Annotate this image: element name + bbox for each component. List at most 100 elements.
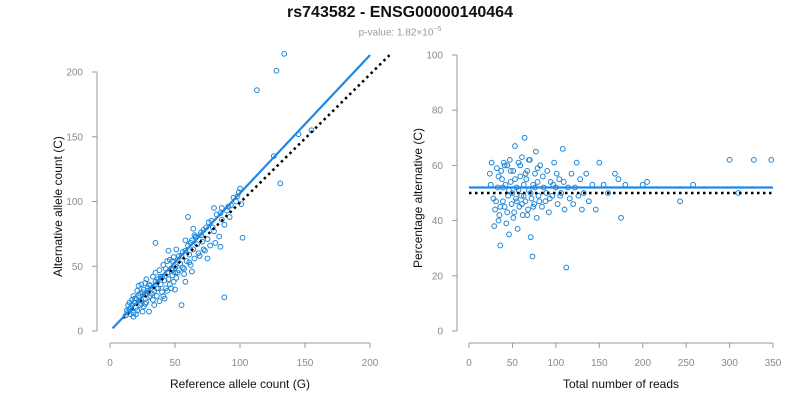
- data-point: [152, 240, 159, 246]
- data-point: [499, 176, 505, 183]
- y-tick-label: 150: [66, 132, 83, 143]
- data-point: [138, 281, 145, 288]
- x-tick-label: 150: [297, 358, 314, 369]
- data-point: [573, 159, 580, 166]
- data-point: [514, 225, 521, 232]
- right-panel: 0 50 100 150 200 250 300 350 0 20 40 60 80 100 Total n…: [411, 51, 782, 392]
- data-point: [513, 195, 519, 202]
- data-point: [596, 159, 603, 166]
- data-point: [493, 198, 499, 205]
- data-point: [612, 170, 618, 177]
- data-point: [539, 203, 545, 210]
- data-point: [191, 255, 198, 262]
- data-point: [501, 162, 508, 169]
- x-tick-label: 200: [362, 358, 379, 369]
- data-point: [150, 273, 156, 280]
- data-point: [534, 179, 541, 185]
- data-point: [512, 176, 518, 183]
- data-point: [529, 253, 536, 260]
- data-point: [522, 170, 529, 177]
- data-point: [497, 203, 504, 210]
- data-point: [182, 278, 189, 285]
- data-point: [644, 179, 650, 185]
- data-point: [513, 198, 520, 205]
- data-point: [218, 205, 225, 211]
- data-point: [181, 271, 188, 277]
- x-tick-label: 50: [169, 358, 181, 369]
- data-point: [583, 170, 590, 177]
- data-point: [551, 159, 558, 166]
- data-point: [495, 217, 502, 224]
- data-point: [134, 307, 141, 314]
- data-point: [164, 287, 171, 294]
- data-point: [677, 198, 683, 205]
- data-point: [207, 242, 214, 249]
- data-point: [531, 201, 538, 207]
- data-point: [164, 258, 171, 264]
- data-point: [143, 299, 150, 306]
- data-point: [151, 302, 158, 309]
- y-tick-label: 60: [432, 161, 444, 172]
- data-point: [512, 143, 518, 149]
- data-point: [605, 190, 611, 196]
- x-tick-label: 0: [466, 358, 472, 369]
- fit-line: [111, 54, 371, 330]
- data-point: [254, 87, 260, 94]
- data-point: [768, 156, 775, 163]
- data-point: [517, 173, 524, 180]
- x-tick-label: 300: [721, 358, 738, 369]
- data-point: [508, 201, 515, 207]
- chart-title: rs743582 - ENSG00000140464: [287, 4, 513, 21]
- data-point: [139, 308, 146, 315]
- data-point: [511, 209, 518, 216]
- data-point: [234, 193, 241, 200]
- data-point: [221, 221, 228, 228]
- data-point: [521, 134, 528, 141]
- data-point: [226, 214, 233, 220]
- data-point: [147, 293, 154, 299]
- data-point: [507, 168, 514, 174]
- data-point: [277, 180, 284, 187]
- y-tick-label: 200: [66, 68, 83, 79]
- data-point: [570, 201, 577, 207]
- x-axis-label: Total number of reads: [563, 377, 679, 391]
- data-point: [525, 206, 531, 213]
- x-tick-label: 100: [232, 358, 249, 369]
- x-tick-label: 0: [107, 358, 113, 369]
- data-point: [592, 206, 599, 213]
- data-point: [499, 198, 506, 205]
- data-point: [178, 252, 185, 259]
- x-tick-label: 150: [591, 358, 608, 369]
- data-point: [504, 209, 511, 216]
- data-point: [560, 179, 567, 185]
- data-point: [530, 203, 537, 210]
- data-point: [190, 225, 197, 232]
- data-point: [218, 216, 225, 223]
- data-point: [532, 148, 539, 155]
- y-tick-label: 20: [432, 271, 444, 282]
- data-point: [556, 176, 563, 183]
- data-point: [174, 269, 181, 276]
- data-point: [579, 206, 585, 213]
- y-tick-label: 100: [66, 197, 83, 208]
- data-point: [174, 256, 181, 263]
- data-point: [202, 247, 208, 254]
- data-point: [535, 192, 542, 199]
- data-point: [495, 173, 502, 180]
- data-point: [496, 212, 503, 218]
- data-point: [533, 214, 540, 221]
- data-point: [585, 198, 592, 205]
- y-axis-label: Percentage alternative (C): [411, 128, 425, 268]
- data-point: [134, 287, 141, 294]
- x-tick-label: 200: [634, 358, 651, 369]
- data-point: [554, 201, 561, 207]
- data-point: [133, 311, 139, 318]
- data-point: [563, 264, 570, 271]
- data-point: [527, 190, 534, 196]
- data-point: [503, 220, 510, 227]
- data-point: [189, 268, 195, 275]
- p-value-subtitle: p-value: 1.82×10−5: [0, 26, 800, 38]
- data-point: [204, 255, 211, 262]
- data-point: [212, 240, 219, 246]
